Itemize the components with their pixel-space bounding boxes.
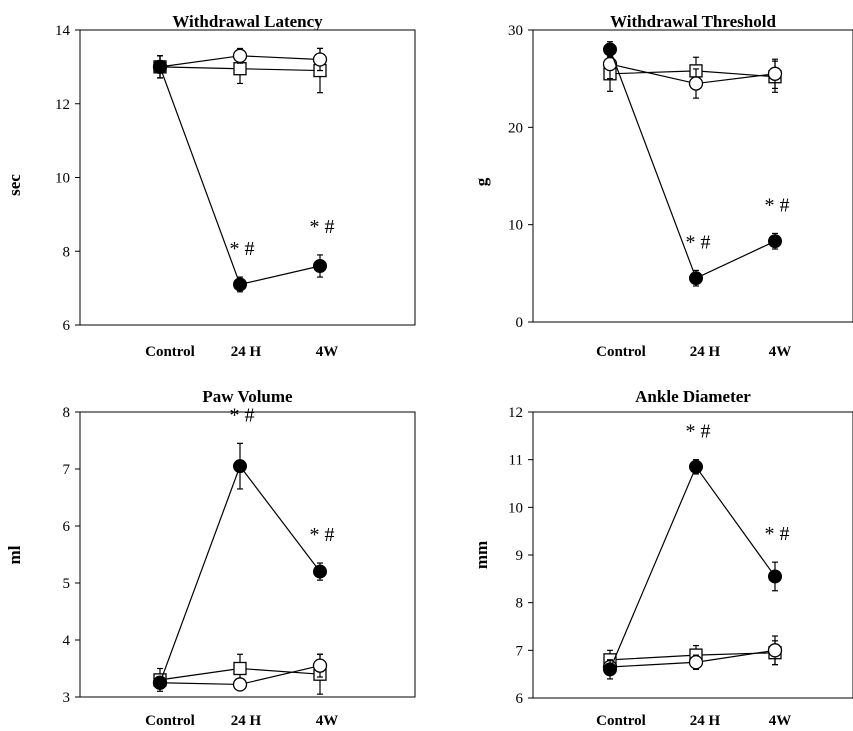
data-point-filled-circle xyxy=(313,564,327,579)
y-tick-label: 20 xyxy=(508,120,523,136)
y-tick-label: 5 xyxy=(63,576,71,592)
data-point-filled-circle xyxy=(313,259,327,273)
x-category-label: 4W xyxy=(769,713,792,729)
y-axis-label: g xyxy=(472,177,491,186)
y-axis-label: mm xyxy=(472,541,491,569)
data-point-open-circle xyxy=(312,52,328,67)
chart-title: Ankle Diameter xyxy=(635,387,751,406)
y-tick-label: 3 xyxy=(63,690,71,706)
chart-title: Paw Volume xyxy=(202,387,293,406)
y-tick-label: 8 xyxy=(63,244,71,260)
series-filled-circle: * # * # xyxy=(153,55,335,293)
plot-frame xyxy=(79,29,416,326)
y-tick-label: 9 xyxy=(516,548,524,564)
data-point-filled-circle xyxy=(153,675,167,690)
data-point-open-circle xyxy=(232,48,248,63)
chart-title: Withdrawal Threshold xyxy=(610,12,776,31)
x-category-label: 24 H xyxy=(231,344,262,360)
significance-annotation: * # xyxy=(765,523,790,545)
chart-title: Withdrawal Latency xyxy=(172,12,323,31)
y-axis-label: ml xyxy=(5,545,24,564)
data-point-open-circle xyxy=(767,66,783,81)
data-point-filled-circle xyxy=(768,569,782,584)
data-point-filled-circle xyxy=(233,277,247,292)
series-filled-circle: * # * # xyxy=(603,421,790,680)
y-tick-label: 10 xyxy=(55,171,70,187)
x-category-label: 4W xyxy=(769,344,792,360)
plot-frame xyxy=(79,411,416,698)
series-filled-circle: * # * # xyxy=(153,404,335,690)
chart-panel-3: Paw Volume ml 3 4 5 6 7 8 Control 24 H 4W * # * # xyxy=(5,387,416,729)
y-tick-label: 10 xyxy=(508,500,523,516)
x-category-label: 24 H xyxy=(690,713,721,729)
data-point-open-circle xyxy=(688,655,704,670)
y-tick-label: 30 xyxy=(508,23,523,39)
y-tick-label: 14 xyxy=(55,23,71,39)
y-tick-label: 6 xyxy=(516,691,524,707)
data-point-open-circle xyxy=(602,56,618,72)
x-category-label: Control xyxy=(145,344,195,360)
y-tick-label: 7 xyxy=(63,462,71,478)
chart-panel-2: Withdrawal Threshold g 0 10 20 30 Control 24 H 4… xyxy=(472,12,853,360)
data-point-filled-circle xyxy=(153,59,167,74)
y-tick-label: 12 xyxy=(55,97,70,113)
chart-panel-1: Withdrawal Latency sec 6 8 10 12 14 Control 24 H… xyxy=(5,12,416,360)
series-line xyxy=(609,465,776,670)
chart-panel-4: Ankle Diameter mm 6 7 8 9 10 11 12 Control 24 H 4W *… xyxy=(472,387,853,729)
data-point-filled-circle xyxy=(603,42,617,57)
data-point-filled-circle xyxy=(233,459,247,474)
significance-annotation: * # xyxy=(686,421,711,443)
data-point-open-circle xyxy=(767,643,783,658)
y-tick-label: 8 xyxy=(63,405,71,421)
y-tick-label: 12 xyxy=(508,405,523,421)
significance-annotation: * # xyxy=(686,231,711,253)
data-point-square xyxy=(233,62,247,76)
plot-frame xyxy=(532,29,853,323)
x-category-label: 24 H xyxy=(690,344,721,360)
data-point-filled-circle xyxy=(603,662,617,677)
data-point-filled-circle xyxy=(689,459,703,474)
series-filled-circle: * # * # xyxy=(603,41,790,287)
data-point-filled-circle xyxy=(768,234,782,249)
y-tick-label: 8 xyxy=(516,596,524,612)
data-point-square xyxy=(233,661,247,676)
x-category-label: Control xyxy=(145,713,195,729)
y-tick-label: 11 xyxy=(509,453,523,469)
x-category-label: Control xyxy=(596,344,646,360)
significance-annotation: * # xyxy=(230,404,255,426)
x-category-label: 24 H xyxy=(231,713,262,729)
significance-annotation: * # xyxy=(310,216,335,238)
y-axis-label: sec xyxy=(5,174,24,196)
significance-annotation: * # xyxy=(310,524,335,546)
data-point-filled-circle xyxy=(689,271,703,286)
data-point-open-circle xyxy=(688,76,704,91)
y-tick-label: 6 xyxy=(63,519,71,535)
data-point-open-circle xyxy=(312,658,328,673)
y-tick-label: 10 xyxy=(508,218,523,234)
x-category-label: 4W xyxy=(316,713,339,729)
y-tick-label: 6 xyxy=(63,318,71,334)
y-tick-label: 4 xyxy=(63,633,71,649)
data-point-open-circle xyxy=(232,677,248,692)
x-category-label: Control xyxy=(596,713,646,729)
significance-annotation: * # xyxy=(230,238,255,260)
series-line xyxy=(159,464,321,683)
x-category-label: 4W xyxy=(316,344,339,360)
y-tick-label: 0 xyxy=(516,315,524,331)
significance-annotation: * # xyxy=(765,194,790,216)
y-tick-label: 7 xyxy=(516,643,524,659)
